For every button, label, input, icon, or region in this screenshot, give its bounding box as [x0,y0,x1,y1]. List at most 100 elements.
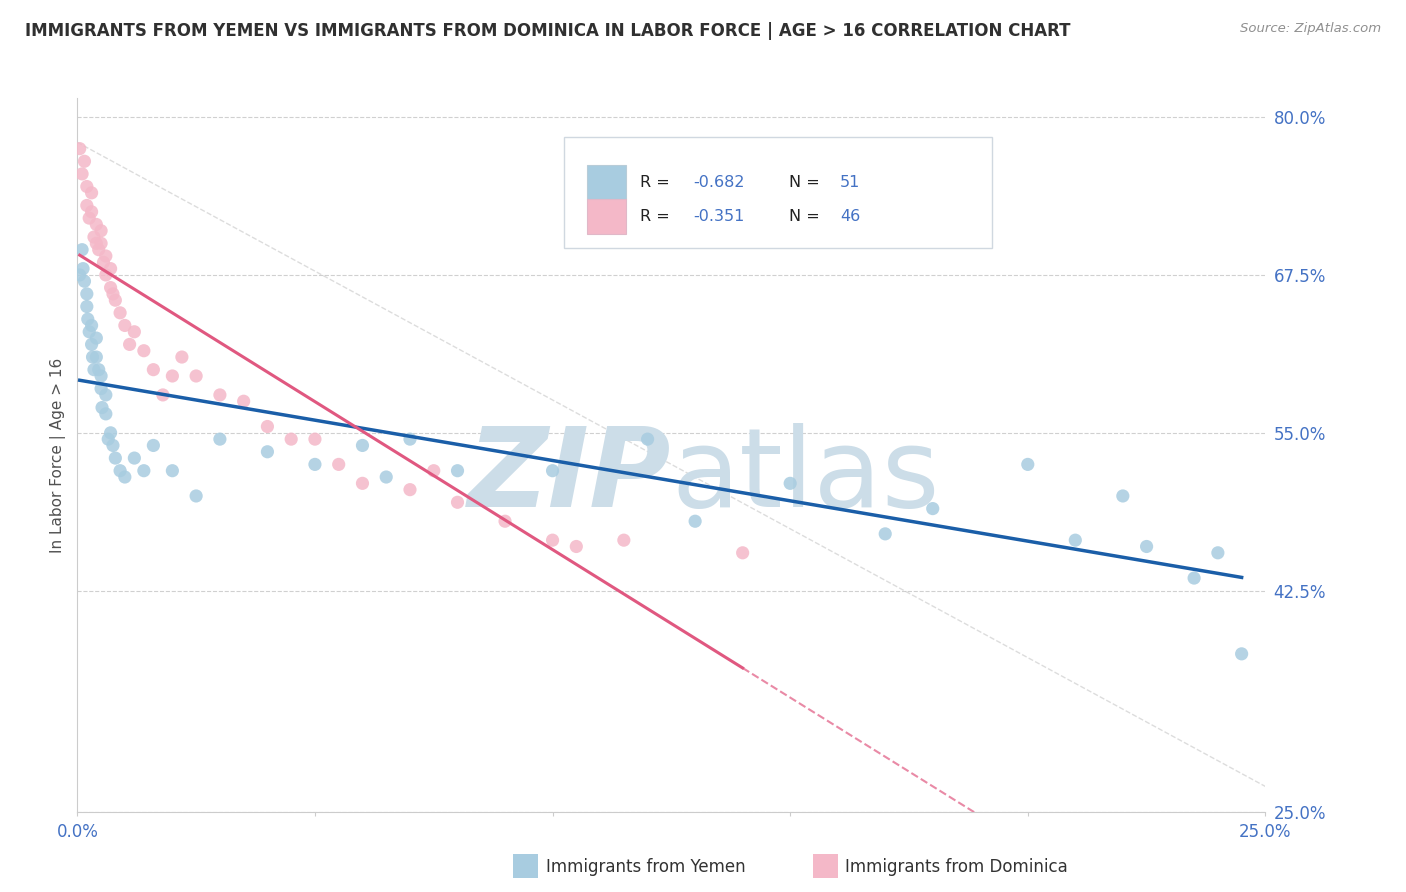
Point [87,362,110,376]
Point [731,546,754,560]
Point [779,476,801,491]
Point [1182,571,1205,585]
Text: -0.682: -0.682 [693,175,744,190]
Point [100,280,122,294]
Point [76,300,98,314]
Point [208,388,231,402]
Point [76,312,98,326]
Point [1230,647,1253,661]
Point [100,261,122,276]
Point [73,274,96,288]
Text: R =: R = [641,175,671,190]
Point [280,432,302,446]
Point [90,236,112,251]
Point [90,382,112,396]
Point [541,464,564,478]
Point [118,337,141,351]
Point [1112,489,1135,503]
Point [83,230,105,244]
Point [80,337,103,351]
Bar [588,199,626,234]
Point [399,432,422,446]
Point [77,325,100,339]
Y-axis label: In Labor Force | Age > 16: In Labor Force | Age > 16 [51,358,66,552]
Point [352,438,374,452]
Point [108,306,131,320]
Point [70,243,93,257]
Point [86,350,108,364]
FancyBboxPatch shape [564,137,993,248]
Point [304,458,326,472]
Point [76,286,98,301]
Point [921,501,943,516]
Text: R =: R = [641,209,671,224]
Point [76,179,98,194]
Point [114,318,136,333]
Text: 51: 51 [839,175,860,190]
Point [142,362,165,376]
Point [256,444,278,458]
Point [613,533,636,548]
Point [423,464,446,478]
Text: IMMIGRANTS FROM YEMEN VS IMMIGRANTS FROM DOMINICA IN LABOR FORCE | AGE > 16 CORR: IMMIGRANTS FROM YEMEN VS IMMIGRANTS FROM… [25,22,1071,40]
Point [1017,458,1039,472]
Point [77,211,100,226]
Text: N =: N = [789,175,820,190]
Point [494,514,516,528]
Bar [588,165,626,200]
Point [104,451,127,466]
Point [541,533,564,548]
Point [90,369,112,384]
Point [94,249,117,263]
Point [83,362,105,376]
Text: ZIP: ZIP [468,423,672,530]
Point [328,458,350,472]
Point [73,154,96,169]
Point [1136,540,1159,554]
Point [76,198,98,212]
Point [91,401,114,415]
Point [69,268,91,282]
Point [565,540,588,554]
Point [80,318,103,333]
Point [93,255,115,269]
Point [186,369,208,384]
Point [256,419,278,434]
Point [124,325,146,339]
Point [683,514,706,528]
Point [90,224,112,238]
Text: Source: ZipAtlas.com: Source: ZipAtlas.com [1240,22,1381,36]
Point [86,236,108,251]
Point [875,526,897,541]
Point [94,388,117,402]
Point [97,432,120,446]
Point [100,425,122,440]
Point [304,432,326,446]
Point [114,470,136,484]
Point [72,261,94,276]
Point [142,438,165,452]
Text: Immigrants from Yemen: Immigrants from Yemen [546,858,745,876]
Point [87,243,110,257]
Point [399,483,422,497]
Point [69,142,91,156]
Point [132,464,155,478]
Point [70,167,93,181]
Point [132,343,155,358]
Point [1206,546,1229,560]
Point [375,470,398,484]
Point [124,451,146,466]
Point [352,476,374,491]
Point [446,464,468,478]
Point [170,350,193,364]
Point [80,204,103,219]
Point [108,464,131,478]
Point [94,268,117,282]
Point [104,293,127,308]
Text: -0.351: -0.351 [693,209,744,224]
Text: atlas: atlas [672,423,939,530]
Point [94,407,117,421]
Point [101,438,124,452]
Point [232,394,254,409]
Point [101,286,124,301]
